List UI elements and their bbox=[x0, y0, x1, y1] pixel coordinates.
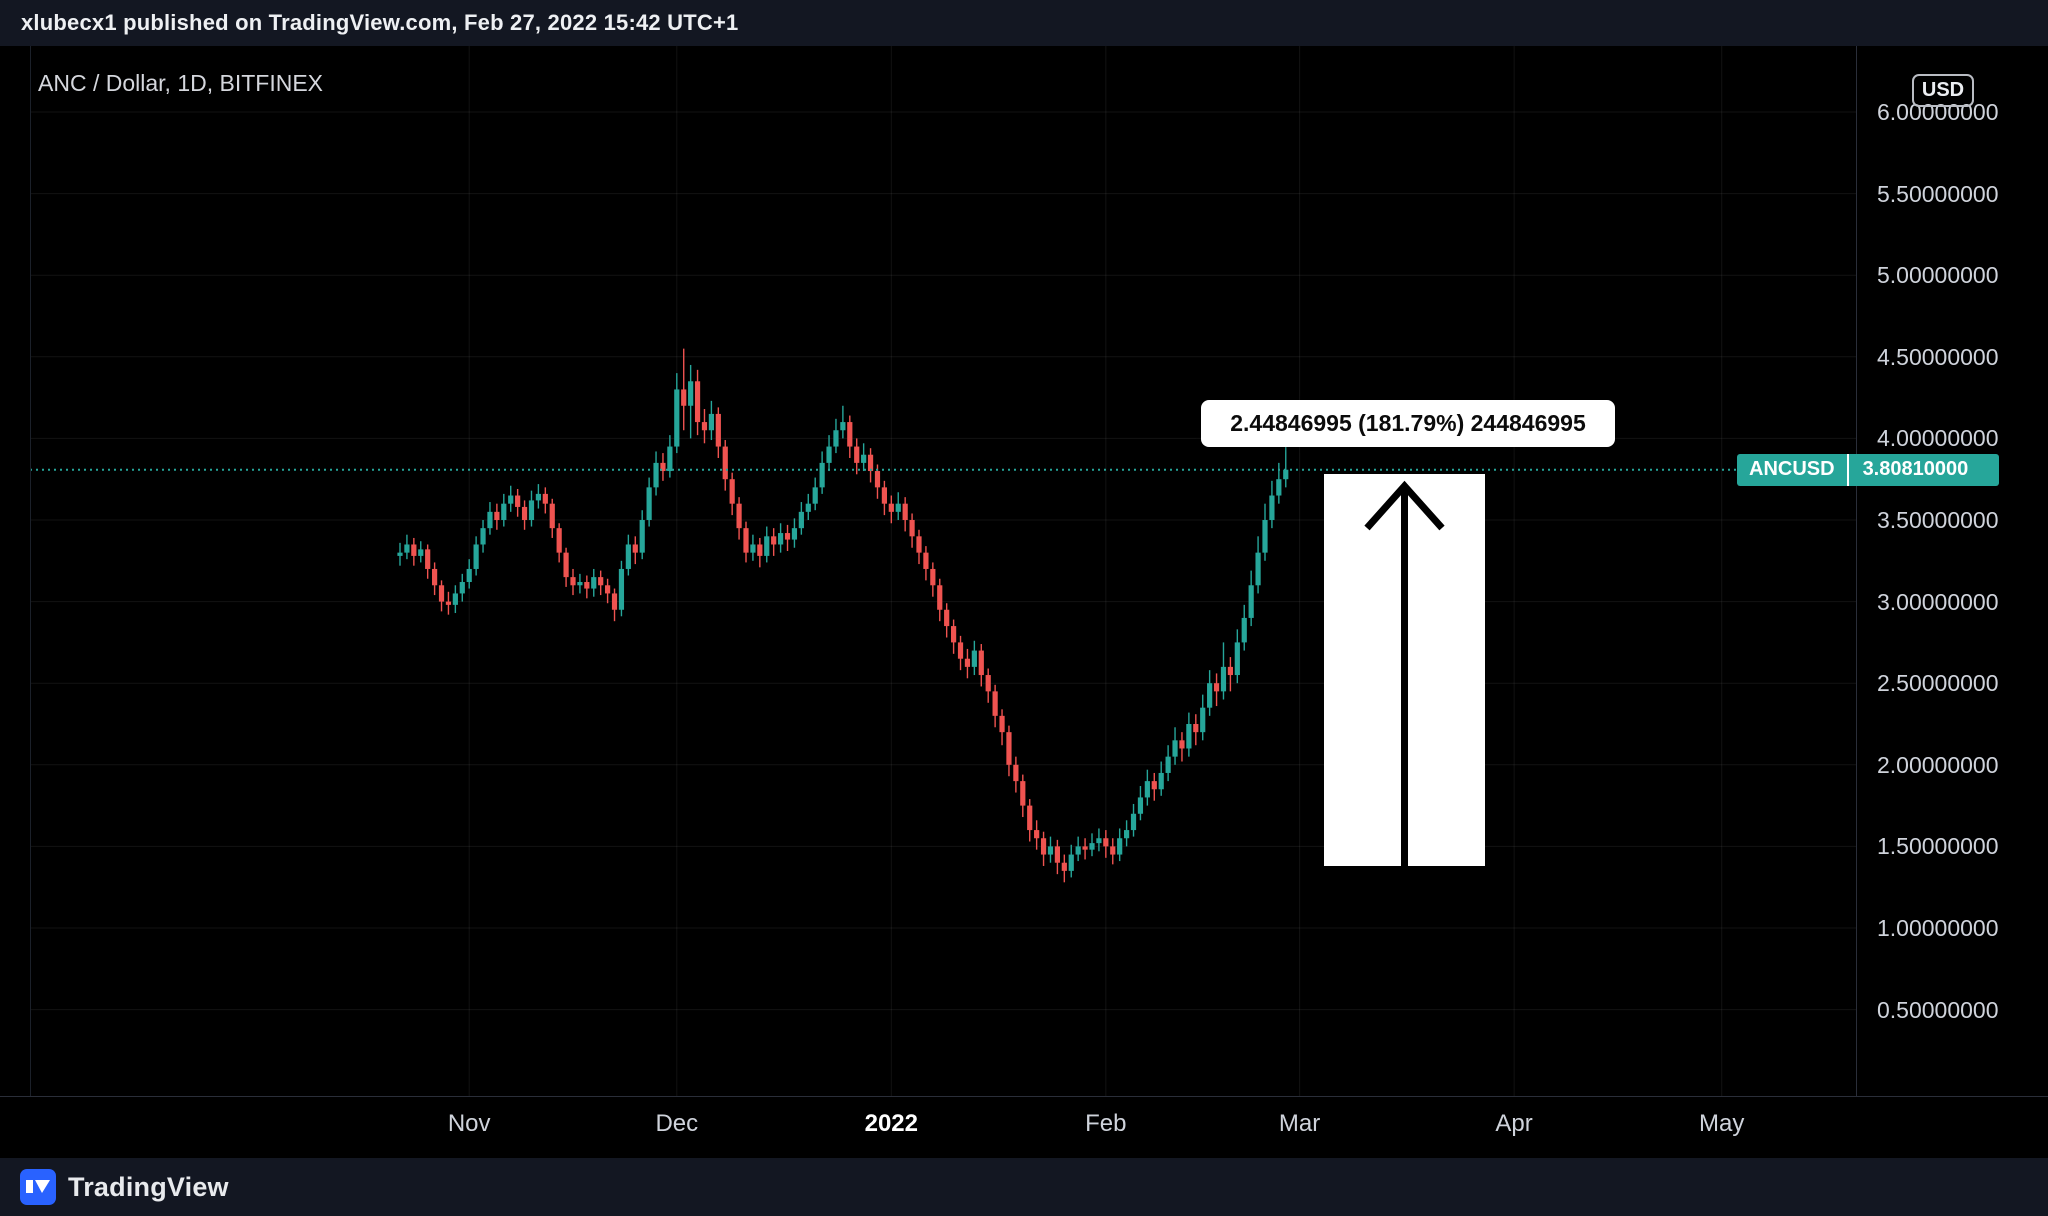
tradingview-logo-icon[interactable] bbox=[20, 1169, 56, 1205]
publish-bar: xlubecx1 published on TradingView.com, F… bbox=[0, 0, 2048, 46]
price-axis[interactable]: 6.00000000 5.50000000 5.00000000 4.50000000… bbox=[1856, 46, 2048, 1096]
price-tick-label: 2.50000000 bbox=[1877, 670, 1999, 697]
last-price-symbol: ANCUSD bbox=[1737, 453, 1849, 486]
time-tick-label: May bbox=[1699, 1110, 1745, 1137]
up-arrow-icon bbox=[1364, 480, 1445, 866]
time-tick-label: Dec bbox=[655, 1110, 699, 1137]
symbol-legend: ANC / Dollar, 1D, BITFINEX bbox=[38, 70, 324, 96]
price-tick-label: 3.00000000 bbox=[1877, 588, 1999, 615]
time-tick-label: Apr bbox=[1495, 1110, 1533, 1137]
price-tick-label: 5.50000000 bbox=[1877, 180, 1999, 207]
last-price-label: ANCUSD 3.80810000 bbox=[1737, 453, 1999, 486]
price-tick-label: 3.50000000 bbox=[1877, 507, 1999, 533]
price-tick-label: 0.50000000 bbox=[1877, 996, 1999, 1023]
price-tick-label: 5.00000000 bbox=[1877, 262, 1999, 289]
price-tick-label: 4.00000000 bbox=[1877, 425, 1999, 452]
pane-left-border bbox=[30, 46, 31, 1096]
candlestick-chart[interactable] bbox=[0, 46, 2048, 1096]
price-tick-label: 1.50000000 bbox=[1877, 833, 1999, 860]
measure-arrow-drawing[interactable] bbox=[1324, 474, 1485, 866]
price-tick-label: 2.00000000 bbox=[1877, 751, 1999, 778]
time-tick-label: 2022 bbox=[864, 1110, 918, 1137]
chart-area: ANC / Dollar, 1D, BITFINEX USD 6.0000000… bbox=[0, 46, 2048, 1158]
publish-info-text: xlubecx1 published on TradingView.com, F… bbox=[21, 10, 739, 35]
measure-callout[interactable]: 2.44846995 (181.79%) 244846995 bbox=[1201, 400, 1615, 447]
time-tick-label: Nov bbox=[447, 1110, 491, 1137]
currency-toggle-button[interactable]: USD bbox=[1912, 74, 1974, 107]
price-tick-label: 6.00000000 bbox=[1877, 99, 1999, 125]
time-tick-label: Feb bbox=[1085, 1110, 1127, 1137]
price-tick-label: 4.50000000 bbox=[1877, 343, 1999, 370]
footer-bar: TradingView bbox=[0, 1158, 2048, 1216]
price-axis-separator bbox=[1856, 46, 1857, 1096]
time-axis-separator bbox=[0, 1096, 2048, 1097]
last-price-value: 3.80810000 bbox=[1848, 453, 1999, 486]
price-tick-label: 1.00000000 bbox=[1877, 915, 1999, 941]
time-tick-label: Mar bbox=[1278, 1110, 1321, 1137]
brand-name[interactable]: TradingView bbox=[68, 1171, 229, 1202]
time-axis[interactable]: Nov Dec 2022 Feb Mar Apr May bbox=[0, 1096, 2048, 1158]
